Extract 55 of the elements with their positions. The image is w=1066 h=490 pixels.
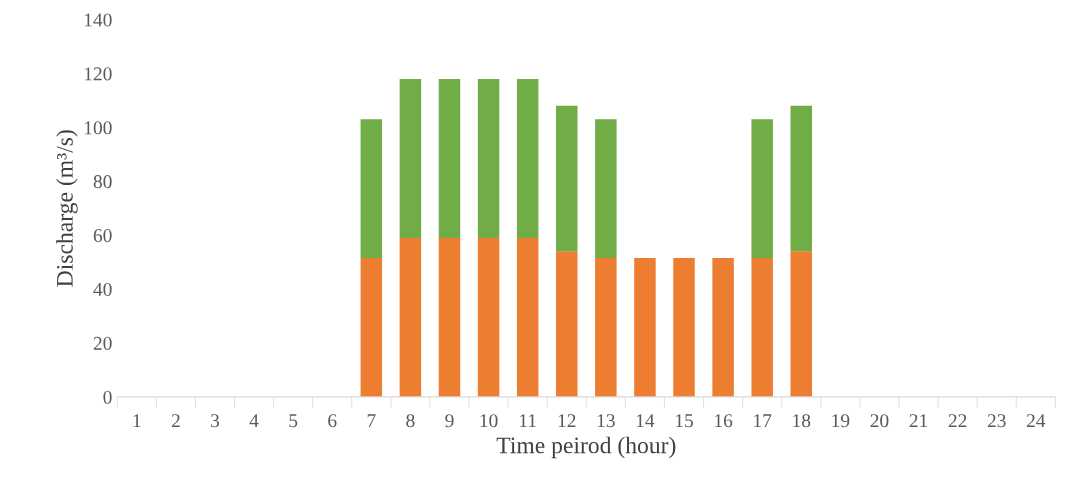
x-tick-label: 3 [211,414,220,428]
x-tick-label: 8 [406,414,415,428]
bar [790,105,813,252]
bar [751,119,773,259]
x-tick-label: 14 [636,414,655,428]
x-tick-label: 18 [793,414,811,428]
bar [516,237,539,397]
x-tick-label: 12 [558,414,576,428]
x-tick-label: 1 [133,414,141,428]
y-tick-label: 0 [103,390,112,404]
bar [595,258,617,397]
bar [751,258,773,397]
bar [712,258,734,397]
bar [477,78,500,238]
x-tick-label: 23 [987,414,1006,428]
x-tick-label: 4 [249,414,259,428]
y-tick-label: 100 [84,121,112,135]
bar [399,78,422,238]
x-tick-label: 22 [948,414,967,428]
x-tick-label: 17 [754,414,772,428]
x-tick-label: 20 [870,414,889,428]
x-tick-label: 10 [480,414,498,428]
bar [556,105,578,252]
bar [360,119,383,259]
x-axis-title: Time peirod (hour) [496,436,676,459]
x-tick-label: 2 [171,414,180,428]
bar [673,258,695,397]
x-tick-label: 7 [367,414,376,428]
bar [438,78,461,238]
bar [634,258,656,397]
bar [360,258,383,397]
y-tick-label: 20 [93,336,112,350]
x-tick-label: 19 [832,414,850,428]
x-tick-label: 5 [289,414,298,428]
y-tick-label: 120 [84,67,112,81]
y-tick-label: 80 [93,175,112,189]
bar [556,251,578,397]
bar [399,237,422,397]
bar [477,237,500,397]
x-tick-label: 9 [445,414,454,428]
y-axis-title: Discharge (m³/s) [56,130,78,287]
bar [595,119,617,259]
bar [438,237,461,397]
x-tick-label: 6 [328,414,337,428]
x-tick-label: 13 [597,414,615,428]
y-tick-label: 40 [93,282,112,297]
x-tick-label: 21 [909,414,928,428]
y-tick-label: 140 [84,13,112,27]
x-tick-label: 11 [520,414,536,428]
bar [790,251,813,397]
y-tick-label: 60 [93,229,112,243]
x-tick-label: 15 [676,414,693,428]
x-tick-label: 16 [715,414,733,428]
x-tick-label: 24 [1026,414,1046,428]
bar [516,78,539,238]
